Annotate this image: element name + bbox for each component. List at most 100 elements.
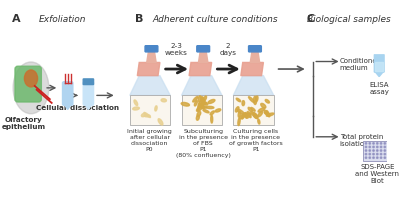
Circle shape xyxy=(365,143,367,144)
Circle shape xyxy=(380,154,382,155)
Circle shape xyxy=(388,157,389,159)
Ellipse shape xyxy=(208,100,215,104)
FancyBboxPatch shape xyxy=(83,80,94,85)
Ellipse shape xyxy=(240,114,246,119)
Ellipse shape xyxy=(247,112,251,118)
Text: Initial growing
after cellular
dissociation
P0: Initial growing after cellular dissociat… xyxy=(127,129,172,151)
Ellipse shape xyxy=(161,99,166,102)
Ellipse shape xyxy=(238,112,240,118)
Ellipse shape xyxy=(200,103,207,105)
Polygon shape xyxy=(147,51,156,63)
Ellipse shape xyxy=(144,113,150,118)
Ellipse shape xyxy=(211,116,213,123)
Circle shape xyxy=(380,143,382,144)
Ellipse shape xyxy=(206,107,214,109)
FancyBboxPatch shape xyxy=(130,96,170,126)
FancyBboxPatch shape xyxy=(62,82,73,106)
Ellipse shape xyxy=(242,114,248,117)
FancyBboxPatch shape xyxy=(376,63,383,72)
Ellipse shape xyxy=(197,112,201,117)
FancyBboxPatch shape xyxy=(145,47,158,53)
Ellipse shape xyxy=(237,110,244,115)
Ellipse shape xyxy=(266,111,270,117)
Circle shape xyxy=(388,143,389,144)
Text: SDS-PAGE
and Western
Blot: SDS-PAGE and Western Blot xyxy=(355,163,399,183)
Ellipse shape xyxy=(201,97,205,104)
Text: Conditioned
medium: Conditioned medium xyxy=(340,58,382,70)
Text: B: B xyxy=(136,13,144,23)
Ellipse shape xyxy=(266,113,274,117)
FancyBboxPatch shape xyxy=(233,96,274,126)
Circle shape xyxy=(384,143,386,144)
Ellipse shape xyxy=(134,100,138,106)
Text: Olfactory
epithelium: Olfactory epithelium xyxy=(1,116,46,130)
Circle shape xyxy=(376,150,378,152)
Text: 2
days: 2 days xyxy=(220,43,237,56)
Circle shape xyxy=(365,146,367,148)
FancyBboxPatch shape xyxy=(363,141,392,161)
Circle shape xyxy=(373,143,374,144)
Circle shape xyxy=(388,154,389,155)
Circle shape xyxy=(373,146,374,148)
Polygon shape xyxy=(198,51,208,63)
Ellipse shape xyxy=(201,98,203,103)
Polygon shape xyxy=(64,104,72,110)
Ellipse shape xyxy=(255,96,258,102)
Circle shape xyxy=(369,150,370,152)
Ellipse shape xyxy=(258,120,260,124)
Ellipse shape xyxy=(200,104,204,109)
Ellipse shape xyxy=(248,108,252,112)
Ellipse shape xyxy=(265,100,270,104)
Ellipse shape xyxy=(202,103,208,106)
Circle shape xyxy=(384,157,386,159)
Circle shape xyxy=(376,143,378,144)
Ellipse shape xyxy=(254,97,256,105)
Text: ELISA
assay: ELISA assay xyxy=(369,82,389,95)
Text: Culturing cells
in the presence
of growth factors
P1: Culturing cells in the presence of growt… xyxy=(229,129,283,151)
Circle shape xyxy=(384,154,386,155)
Ellipse shape xyxy=(248,97,255,103)
Circle shape xyxy=(373,154,374,155)
Text: Biological samples: Biological samples xyxy=(307,14,391,23)
Polygon shape xyxy=(189,63,212,76)
Ellipse shape xyxy=(13,63,49,114)
Circle shape xyxy=(384,146,386,148)
Ellipse shape xyxy=(264,111,268,115)
Ellipse shape xyxy=(158,119,163,125)
Polygon shape xyxy=(130,76,170,96)
Text: A: A xyxy=(12,13,21,23)
Circle shape xyxy=(388,146,389,148)
FancyBboxPatch shape xyxy=(182,96,222,126)
Ellipse shape xyxy=(203,110,209,113)
Ellipse shape xyxy=(133,108,139,110)
FancyBboxPatch shape xyxy=(197,47,210,53)
FancyBboxPatch shape xyxy=(374,55,384,73)
Text: C: C xyxy=(307,13,315,23)
Circle shape xyxy=(388,150,389,152)
Circle shape xyxy=(373,150,374,152)
Text: Subculturing
in the presence
of FBS
P1
(80% confluency): Subculturing in the presence of FBS P1 (… xyxy=(176,129,231,157)
Ellipse shape xyxy=(144,115,150,117)
Ellipse shape xyxy=(215,109,221,113)
Ellipse shape xyxy=(198,106,207,109)
Ellipse shape xyxy=(203,97,206,102)
Ellipse shape xyxy=(264,113,270,116)
FancyBboxPatch shape xyxy=(248,47,261,53)
Ellipse shape xyxy=(196,107,202,112)
Circle shape xyxy=(380,150,382,152)
Polygon shape xyxy=(137,63,160,76)
Ellipse shape xyxy=(24,71,38,88)
Ellipse shape xyxy=(193,97,198,102)
Ellipse shape xyxy=(142,114,146,117)
Polygon shape xyxy=(233,76,274,96)
Ellipse shape xyxy=(236,99,241,102)
Ellipse shape xyxy=(198,103,200,111)
Circle shape xyxy=(373,157,374,159)
Ellipse shape xyxy=(258,112,262,117)
Ellipse shape xyxy=(199,101,202,107)
Polygon shape xyxy=(182,76,222,96)
Circle shape xyxy=(380,157,382,159)
Circle shape xyxy=(384,150,386,152)
Text: Cellular dissociation: Cellular dissociation xyxy=(36,104,120,110)
Circle shape xyxy=(365,154,367,155)
